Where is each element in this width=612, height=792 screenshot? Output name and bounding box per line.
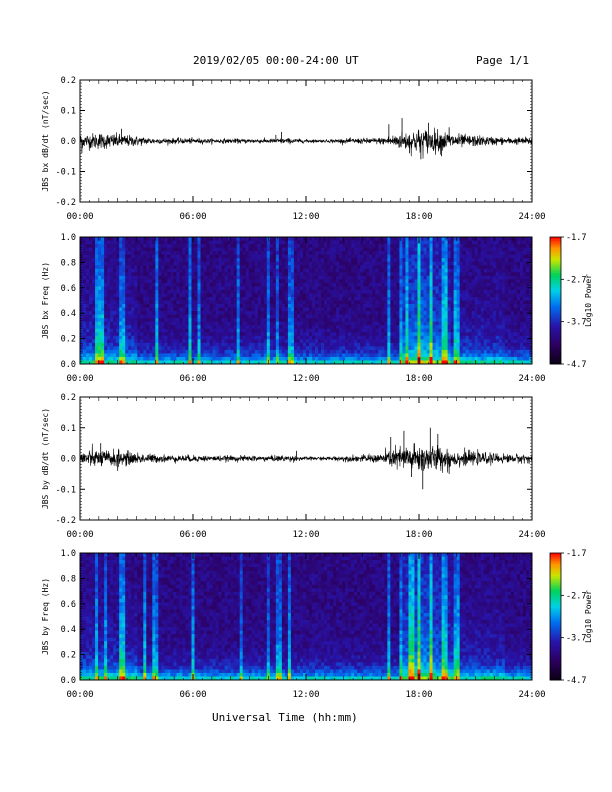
x-tick-label: 12:00 — [292, 374, 319, 384]
y-tick-label: 0.6 — [61, 284, 76, 294]
waveform-trace — [79, 127, 533, 159]
colorbar-frame — [549, 236, 562, 365]
x-tick-label: 24:00 — [518, 212, 545, 222]
x-axis-title: Universal Time (hh:mm) — [212, 711, 358, 724]
spectrogram-cells — [80, 553, 533, 681]
y-tick-label: 0.0 — [61, 360, 76, 370]
y-tick-label: 0.1 — [61, 424, 76, 434]
colorbar-label: Log10 Power — [584, 274, 593, 327]
x-tick-label: 18:00 — [405, 530, 432, 540]
y-tick-label: 0.2 — [61, 335, 76, 345]
x-tick-label: 00:00 — [66, 530, 93, 540]
y-tick-label: 0.2 — [61, 651, 76, 661]
x-tick-label: 06:00 — [179, 530, 206, 540]
y-tick-label: 1.0 — [61, 549, 76, 559]
colorbar-tick-label: -3.7 — [566, 318, 586, 328]
y-tick-label: 1.0 — [61, 233, 76, 243]
y-tick-label: -0.1 — [56, 168, 76, 178]
colorbar-tick-label: -1.7 — [566, 549, 586, 559]
y-tick-label: 0.8 — [61, 574, 76, 584]
y-tick-label: 0.0 — [61, 676, 76, 686]
y-tick-label: 0.4 — [61, 309, 76, 319]
y-tick-label: -0.2 — [56, 516, 76, 526]
x-tick-label: 00:00 — [66, 212, 93, 222]
x-tick-label: 12:00 — [292, 690, 319, 700]
colorbar — [550, 237, 561, 365]
x-tick-label: 00:00 — [66, 374, 93, 384]
y-tick-label: 0.0 — [61, 137, 76, 147]
y-tick-label: 0.2 — [61, 393, 76, 403]
colorbar — [550, 553, 561, 681]
y-axis-label: JBS by Freq (Hz) — [41, 578, 50, 655]
y-tick-label: 0.8 — [61, 258, 76, 268]
y-tick-label: 0.4 — [61, 625, 76, 635]
colorbar-tick-label: -1.7 — [566, 233, 586, 243]
y-tick-label: 0.1 — [61, 107, 76, 117]
colorbar-label: Log10 Power — [584, 590, 593, 643]
x-tick-label: 24:00 — [518, 690, 545, 700]
x-tick-label: 06:00 — [179, 212, 206, 222]
colorbar-tick-label: -4.7 — [566, 676, 586, 686]
y-axis-label: JBS bx Freq (Hz) — [41, 262, 50, 339]
date-range-title: 2019/02/05 00:00-24:00 UT — [193, 54, 359, 67]
y-axis-label: JBS bx dB/dt (nT/sec) — [41, 90, 50, 191]
colorbar-frame — [549, 552, 562, 681]
x-tick-label: 12:00 — [292, 212, 319, 222]
colorbar-tick-label: -4.7 — [566, 360, 586, 370]
x-tick-label: 00:00 — [66, 690, 93, 700]
waveform-trace — [79, 443, 533, 473]
colorbar-tick-label: -2.7 — [566, 275, 586, 285]
y-tick-label: -0.1 — [56, 485, 76, 495]
page-number: Page 1/1 — [476, 54, 529, 67]
colorbar-tick-label: -2.7 — [566, 591, 586, 601]
x-tick-label: 18:00 — [405, 374, 432, 384]
spectrogram-cells — [80, 237, 533, 365]
x-tick-label: 18:00 — [405, 690, 432, 700]
x-tick-label: 12:00 — [292, 530, 319, 540]
y-tick-label: 0.6 — [61, 600, 76, 610]
x-tick-label: 24:00 — [518, 530, 545, 540]
x-tick-label: 06:00 — [179, 690, 206, 700]
y-axis-label: JBS by dB/dt (nT/sec) — [41, 408, 50, 509]
y-tick-label: 0.0 — [61, 455, 76, 465]
colorbar-tick-label: -3.7 — [566, 634, 586, 644]
x-tick-label: 24:00 — [518, 374, 545, 384]
x-tick-label: 18:00 — [405, 212, 432, 222]
x-tick-label: 06:00 — [179, 374, 206, 384]
y-tick-label: -0.2 — [56, 198, 76, 208]
y-tick-label: 0.2 — [61, 76, 76, 86]
